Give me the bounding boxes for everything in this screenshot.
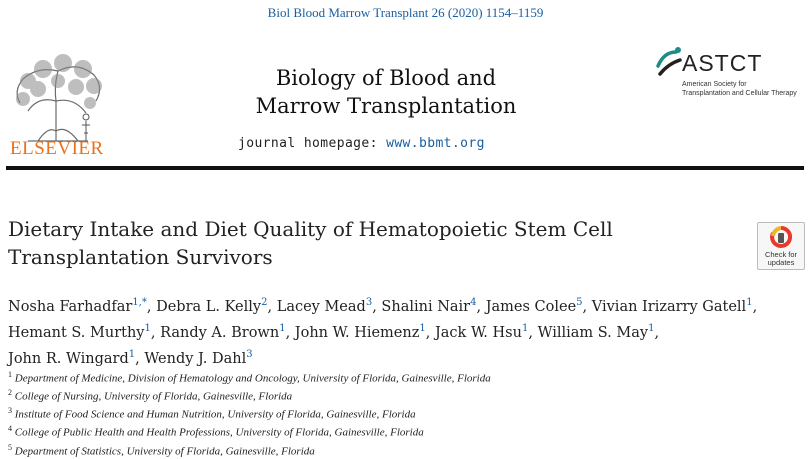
affiliation-text: Department of Medicine, Division of Hema…: [12, 372, 491, 385]
author-affiliation-marker[interactable]: 1: [521, 322, 529, 334]
author-affiliation-marker[interactable]: 1: [128, 348, 136, 360]
affiliation-item: 5 Department of Statistics, University o…: [8, 441, 808, 459]
author-name[interactable]: Debra L. Kelly: [156, 298, 262, 315]
check-updates-line2: updates: [767, 258, 795, 267]
author-name[interactable]: Lacey Mead: [276, 298, 366, 315]
affiliation-number: 1: [8, 370, 12, 379]
author-name[interactable]: James Colee: [485, 298, 577, 315]
author-name[interactable]: Randy A. Brown: [160, 324, 280, 341]
affiliation-number: 2: [8, 388, 12, 398]
citation-line[interactable]: Biol Blood Marrow Transplant 26 (2020) 1…: [267, 5, 544, 20]
header-divider: [6, 166, 804, 170]
check-for-updates-button[interactable]: Check for updates: [757, 222, 805, 270]
author-name[interactable]: Shalini Nair: [381, 298, 471, 315]
journal-title: Biology of Blood and Marrow Transplantat…: [221, 64, 551, 120]
affiliation-text: Institute of Food Science and Human Nutr…: [12, 408, 416, 421]
society-subtitle-line2: Transplantation and Cellular Therapy: [682, 90, 797, 97]
author-name[interactable]: Wendy J. Dahl: [144, 350, 247, 367]
journal-title-line1: Biology of Blood and: [275, 66, 497, 90]
author-name[interactable]: Nosha Farhadfar: [8, 298, 133, 315]
author-name[interactable]: Vivian Irizarry Gatell: [591, 298, 747, 315]
journal-homepage: journal homepage: www.bbmt.org: [238, 136, 485, 151]
author-name[interactable]: John R. Wingard: [8, 350, 129, 367]
author-affiliation-marker[interactable]: 1: [419, 322, 426, 334]
author-affiliation-marker[interactable]: 1: [746, 297, 753, 308]
journal-title-line2: Marrow Transplantation: [255, 94, 517, 118]
affiliation-item: 3 Institute of Food Science and Human Nu…: [8, 404, 808, 422]
check-updates-icon: [770, 226, 792, 248]
affiliation-text: College of Public Health and Health Prof…: [12, 427, 424, 440]
affiliation-text: Department of Statistics, University of …: [12, 445, 315, 458]
author-name[interactable]: Jack W. Hsu: [434, 324, 522, 341]
author-affiliation-marker[interactable]: 2: [261, 297, 268, 308]
author-affiliation-marker[interactable]: 1: [279, 322, 286, 334]
check-updates-line1: Check for: [764, 250, 798, 259]
affiliation-list: 1 Department of Medicine, Division of He…: [8, 368, 808, 459]
check-updates-label: Check for updates: [758, 251, 804, 267]
affiliation-number: 4: [8, 424, 12, 434]
author-name[interactable]: William S. May: [537, 324, 649, 341]
elsevier-tree-icon: [8, 41, 108, 151]
affiliation-text: College of Nursing, University of Florid…: [12, 390, 293, 403]
affiliation-item: 2 College of Nursing, University of Flor…: [8, 386, 808, 404]
author-affiliation-marker[interactable]: 3: [365, 297, 373, 308]
society-logo: ASTCT American Society for Transplantati…: [654, 46, 804, 116]
article-title-line1: Dietary Intake and Diet Quality of Hemat…: [8, 217, 613, 241]
affiliation-item: 4 College of Public Health and Health Pr…: [8, 422, 808, 440]
author-affiliation-marker[interactable]: 3: [246, 348, 253, 360]
homepage-label: journal homepage:: [238, 136, 387, 151]
article-title-line2: Transplantation Survivors: [8, 245, 273, 269]
masthead: ELSEVIER Biology of Blood and Marrow Tra…: [6, 28, 806, 162]
author-affiliation-marker[interactable]: 1: [144, 322, 151, 334]
author-affiliation-marker[interactable]: 5: [576, 297, 583, 308]
author-name[interactable]: Hemant S. Murthy: [8, 324, 145, 341]
author-affiliation-marker[interactable]: 4: [470, 297, 477, 308]
author-list: Nosha Farhadfar1,*, Debra L. Kelly2, Lac…: [8, 297, 758, 367]
society-subtitle-line1: American Society for: [682, 81, 747, 88]
society-name: ASTCT: [682, 50, 763, 76]
astct-icon: [656, 47, 682, 76]
society-subtitle: American Society for Transplantation and…: [682, 80, 811, 98]
publisher-name: ELSEVIER: [10, 138, 104, 159]
author-affiliation-marker[interactable]: 1,*: [132, 297, 147, 308]
author-affiliation-marker[interactable]: 1: [648, 322, 655, 334]
affiliation-number: 3: [8, 406, 12, 416]
author-name[interactable]: John W. Hiemenz: [294, 324, 420, 341]
affiliation-item: 1 Department of Medicine, Division of He…: [8, 368, 808, 386]
article-title: Dietary Intake and Diet Quality of Hemat…: [8, 215, 708, 271]
homepage-link[interactable]: www.bbmt.org: [386, 136, 485, 151]
